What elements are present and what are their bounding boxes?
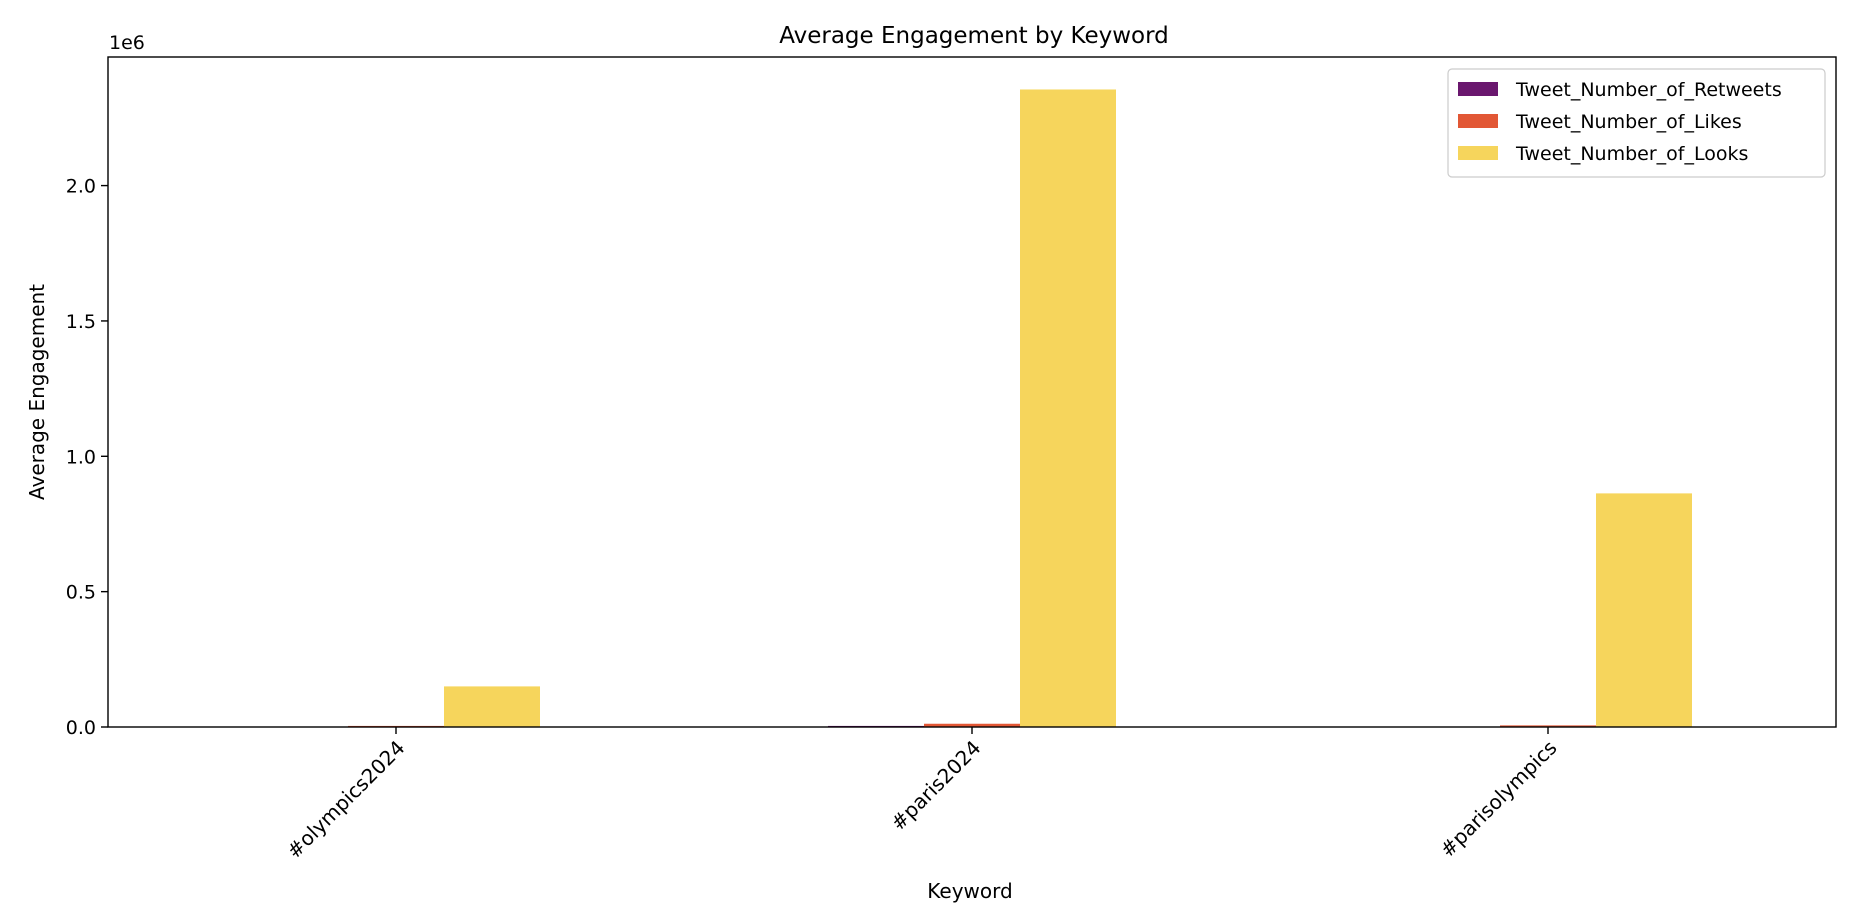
legend: Tweet_Number_of_Retweets Tweet_Number_of_…: [1447, 68, 1826, 178]
y-axis-label: Average Engagement: [25, 284, 49, 500]
legend-swatch: [1458, 146, 1498, 160]
y-tick-label: 1.5: [66, 311, 96, 333]
legend-swatch: [1458, 114, 1498, 128]
y-tick-label: 0.5: [66, 582, 96, 604]
legend-label: Tweet_Number_of_Likes: [1515, 111, 1742, 133]
bar: [1500, 725, 1596, 727]
y-tick-label: 1.0: [66, 446, 96, 468]
y-ticks-group: 0.0 0.5 1.0 1.5 2.0: [66, 176, 108, 739]
legend-swatch: [1458, 82, 1498, 96]
bar: [924, 723, 1020, 727]
chart-title: Average Engagement by Keyword: [779, 23, 1169, 49]
bar: [444, 686, 540, 727]
bar: [1020, 89, 1116, 728]
bars-group: [252, 89, 1692, 728]
plot-frame: [107, 56, 1837, 728]
legend-box: [1447, 68, 1826, 178]
bar: [1596, 493, 1692, 727]
legend-label: Tweet_Number_of_Retweets: [1515, 79, 1782, 101]
y-tick-label: 0.0: [66, 717, 96, 739]
legend-label: Tweet_Number_of_Looks: [1515, 143, 1748, 165]
x-axis-label: Keyword: [927, 879, 1012, 903]
y-tick-label: 2.0: [66, 176, 96, 198]
y-axis-offset-label: 1e6: [109, 32, 145, 54]
